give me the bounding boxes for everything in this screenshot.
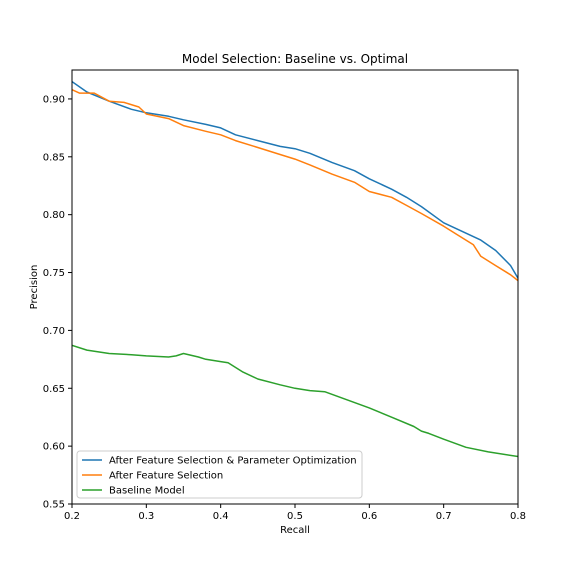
x-tick-label: 0.8 [510,511,526,522]
series-line-1 [72,80,518,279]
x-axis: 0.2 0.3 0.4 0.5 0.6 0.7 0.8 [64,504,526,522]
x-tick-label: 0.5 [287,511,303,522]
x-axis-label: Recall [280,525,310,536]
series-line-2 [72,89,518,282]
y-tick-label: 0.75 [43,268,65,279]
x-tick-label: 0.2 [64,511,80,522]
y-tick-label: 0.85 [43,152,65,163]
y-tick-label: 0.60 [43,442,65,453]
legend-label: After Feature Selection & Parameter Opti… [109,456,357,467]
legend-label: After Feature Selection [109,471,223,482]
x-tick-label: 0.6 [361,511,377,522]
x-tick-label: 0.4 [213,511,229,522]
series-line-3 [72,344,518,458]
y-tick-label: 0.90 [43,94,65,105]
chart-title: Model Selection: Baseline vs. Optimal [182,52,408,66]
legend: After Feature Selection & Parameter Opti… [76,450,363,499]
y-tick-label: 0.55 [43,500,65,511]
legend-label: Baseline Model [109,486,185,497]
series-layer [72,80,518,458]
y-axis-label: Precision [29,265,40,310]
y-tick-label: 0.65 [43,384,65,395]
x-tick-label: 0.7 [436,511,452,522]
y-tick-label: 0.80 [43,210,65,221]
x-tick-label: 0.3 [138,511,154,522]
y-tick-label: 0.70 [43,326,65,337]
y-axis: 0.55 0.60 0.65 0.70 0.75 0.80 0.85 0.90 [43,94,72,511]
legend-box [76,450,363,499]
